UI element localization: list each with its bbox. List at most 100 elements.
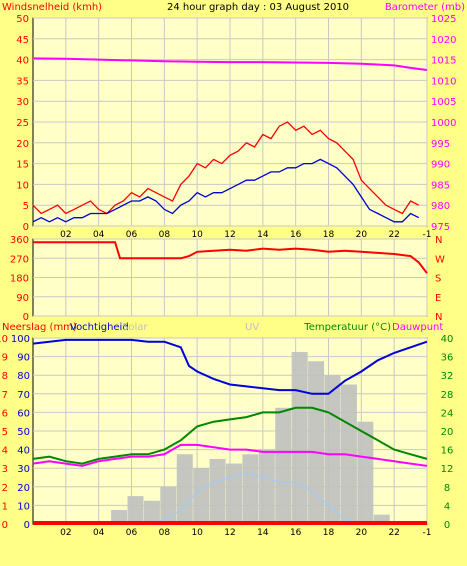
rain-axis-title: Neerslag (mm)	[2, 322, 77, 333]
y-right-tick-label: 990	[431, 160, 450, 171]
y-humidity-tick-label: 30	[17, 464, 30, 475]
x-tick-label: 18	[323, 230, 335, 240]
y-right-tick-label: 975	[431, 222, 450, 233]
y-rain-tick-label: 10	[0, 334, 8, 345]
y-tick-label: 15	[16, 160, 29, 171]
y-right-tick-label: 20	[441, 427, 454, 438]
y-right-tick-label: 995	[431, 139, 450, 150]
y-tick-label: 50	[16, 14, 29, 25]
y-humidity-tick-label: 40	[17, 446, 30, 457]
solar-label: Solar	[122, 322, 148, 333]
y-rain-tick-label: 6	[2, 408, 8, 419]
series-line-barometer	[32, 57, 428, 71]
uv-label: UV	[245, 322, 259, 333]
y-tick-label: 40	[16, 56, 29, 67]
solar-bar	[160, 486, 177, 524]
x-tick-label: 22	[388, 230, 399, 240]
solar-bar	[127, 496, 144, 524]
y-humidity-tick-label: 70	[17, 390, 30, 401]
x-tick-label: 08	[159, 528, 171, 538]
temperature-axis-title: Temperatuur (°C)	[303, 322, 391, 333]
y-rain-tick-label: 0	[2, 520, 8, 531]
y-right-tick-label: 12	[441, 464, 454, 475]
x-tick-label: 02	[60, 230, 71, 240]
solar-bar	[242, 454, 259, 524]
x-tick-label: 02	[60, 528, 71, 538]
x-tick-label: 06	[126, 230, 138, 240]
y-tick-label: 20	[16, 139, 29, 150]
y-right-tick-label: 1005	[431, 97, 456, 108]
y-humidity-tick-label: 90	[17, 353, 30, 364]
y-humidity-tick-label: 80	[17, 371, 30, 382]
series-line-windsnelheid	[32, 121, 420, 215]
y-right-tick-label: N	[435, 312, 442, 323]
y-rain-tick-label: 3	[2, 464, 8, 475]
y-tick-label: 0	[23, 312, 29, 323]
solar-bar	[373, 514, 390, 524]
y-tick-label: 180	[10, 274, 29, 285]
y-rain-tick-label: 5	[2, 427, 8, 438]
x-tick-label: 10	[191, 230, 203, 240]
y-right-tick-label: 16	[441, 446, 454, 457]
x-tick-label: 16	[290, 230, 302, 240]
y-rain-tick-label: 1	[2, 501, 8, 512]
y-humidity-tick-label: 100	[11, 334, 30, 345]
y-rain-tick-label: 8	[2, 371, 8, 382]
dewpoint-axis-title: Dauwpunt	[392, 322, 443, 333]
series-line-dauwpunt	[32, 443, 428, 467]
x-tick-label: -1	[423, 528, 432, 538]
x-tick-label: 12	[224, 528, 235, 538]
right-axis-title: Barometer (mb)	[385, 2, 465, 13]
solar-bar	[357, 421, 374, 524]
y-rain-tick-label: 2	[2, 483, 8, 494]
y-right-tick-label: 1000	[431, 118, 456, 129]
y-tick-label: 10	[16, 180, 29, 191]
y-tick-label: 30	[16, 97, 29, 108]
y-rain-tick-label: 9	[2, 353, 8, 364]
y-right-tick-label: 0	[444, 520, 450, 531]
tick-labels-layer: 02 04 06 08 10 12 14 16 18 20 22 -102 04 06 08 10 12 14 16…	[0, 14, 456, 538]
y-right-tick-label: 1010	[431, 76, 456, 87]
series-line-windsnelheid-gemiddeld	[32, 158, 420, 223]
y-humidity-tick-label: 60	[17, 408, 30, 419]
y-right-tick-label: 980	[431, 201, 450, 212]
y-tick-label: 90	[16, 293, 29, 304]
x-tick-label: -1	[423, 230, 432, 240]
y-tick-label: 270	[10, 254, 29, 265]
chart-title: 24 hour graph day : 03 August 2010	[167, 2, 349, 13]
y-right-tick-label: 4	[444, 501, 450, 512]
solar-bar	[143, 500, 160, 524]
grid-layer	[33, 17, 428, 525]
y-tick-label: 45	[16, 35, 29, 46]
y-humidity-tick-label: 50	[17, 427, 30, 438]
solar-bar	[176, 454, 193, 524]
y-right-tick-label: 32	[441, 371, 454, 382]
x-tick-label: 14	[257, 528, 269, 538]
series-line-temperatuur	[32, 406, 428, 465]
series-line-windrichting	[33, 241, 428, 274]
x-tick-label: 18	[323, 528, 335, 538]
y-right-tick-label: N	[435, 235, 442, 246]
solar-bar	[275, 407, 292, 524]
y-rain-tick-label: 7	[2, 390, 8, 401]
y-right-tick-label: 1020	[431, 35, 456, 46]
solar-bar	[324, 375, 341, 524]
x-tick-label: 10	[191, 528, 203, 538]
y-rain-tick-label: 4	[2, 446, 8, 457]
x-tick-label: 08	[159, 230, 171, 240]
y-humidity-tick-label: 20	[17, 483, 30, 494]
humidity-axis-title: Vochtigheid	[70, 322, 129, 333]
y-right-tick-label: 40	[441, 334, 454, 345]
y-right-tick-label: 28	[441, 390, 454, 401]
x-tick-label: 12	[224, 230, 235, 240]
y-tick-label: 25	[16, 118, 29, 129]
solar-bar	[209, 458, 226, 524]
y-right-tick-label: E	[435, 293, 441, 304]
solar-bar	[111, 510, 128, 524]
solar-bar	[308, 361, 325, 524]
x-tick-label: 04	[93, 230, 105, 240]
y-tick-label: 35	[16, 76, 29, 87]
x-tick-label: 20	[356, 528, 368, 538]
y-humidity-tick-label: 0	[24, 520, 30, 531]
